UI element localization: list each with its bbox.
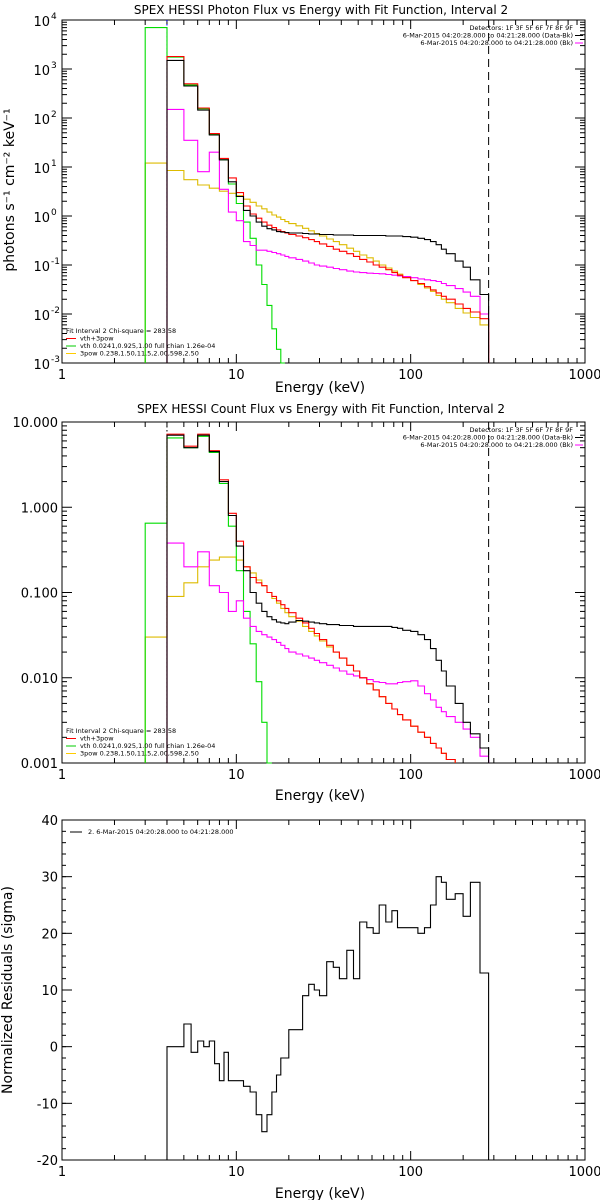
plot-frame: [61, 819, 586, 1161]
x-tick-label: 1000: [568, 1165, 600, 1180]
chart-title: SPEX HESSI Count Flux vs Energy with Fit…: [137, 402, 505, 416]
y-tick-label: 10: [33, 15, 50, 30]
legend-entry: vth+3pow: [80, 335, 114, 343]
series-line: [144, 27, 285, 364]
series-line: [166, 59, 490, 363]
legend-entry: 6-Mar-2015 04:20:28.000 to 04:21:28.000 …: [420, 441, 573, 449]
legend-entry: 3pow 0.238,1.50,11.5,2.00,598,2.50: [80, 750, 199, 758]
x-axis-label: Energy (keV): [275, 788, 365, 804]
legend-entry: Detectors: 1F 3F 5F 6F 7F 8F 9F: [470, 24, 574, 32]
x-tick-label: 100: [398, 768, 423, 783]
y-tick-label: 1.000: [21, 501, 58, 516]
x-tick-label: 1: [58, 368, 66, 383]
chart-title: SPEX HESSI Photon Flux vs Energy with Fi…: [134, 3, 508, 17]
y-tick-label: 10: [33, 113, 50, 128]
photon-flux-chart: SPEX HESSI Photon Flux vs Energy with Fi…: [2, 3, 600, 396]
series-line: [144, 435, 272, 764]
y-tick-label: 10: [33, 309, 50, 324]
x-tick-label: 10: [228, 1165, 245, 1180]
legend-entry: 3pow 0.238,1.50,11.5,2.00,598,2.50: [80, 350, 199, 358]
series-line: [144, 556, 456, 763]
x-axis-label: Energy (keV): [275, 380, 365, 396]
legend-entry: 6-Mar-2015 04:20:28.000 to 04:21:28.000 …: [420, 39, 573, 47]
y-tick-label: 10: [33, 162, 50, 177]
legend-entry: 6-Mar-2015 04:20:28.000 to 04:21:28.000 …: [403, 434, 573, 442]
legend-entry: Detectors: 1F 3F 5F 6F 7F 8F 9F: [470, 426, 574, 434]
y-axis-label: Normalized Residuals (sigma): [0, 886, 16, 1094]
y-tick-exponent: 3: [51, 61, 57, 71]
y-tick-label: 10.000: [13, 416, 59, 431]
y-tick-exponent: 0: [51, 208, 57, 218]
y-tick-label: -10: [37, 1097, 58, 1112]
y-tick-exponent: 2: [51, 110, 57, 120]
plot-frame: [61, 19, 586, 364]
series-line: [166, 55, 490, 363]
series-line: [144, 162, 490, 363]
x-tick-label: 1000: [568, 368, 600, 383]
y-tick-label: 10: [33, 211, 50, 226]
series-line: [166, 542, 490, 763]
x-tick-label: 100: [398, 1165, 423, 1180]
y-tick-exponent: -3: [51, 355, 60, 365]
x-tick-label: 1: [58, 1165, 66, 1180]
series-line: [166, 433, 456, 763]
x-tick-label: 100: [398, 368, 423, 383]
legend-entry: vth 0.0241,0.925,1.00 full chian 1.26e-0…: [80, 342, 215, 350]
count-flux-chart: SPEX HESSI Count Flux vs Energy with Fit…: [13, 402, 600, 804]
y-tick-exponent: -1: [51, 257, 60, 267]
x-tick-label: 1000: [568, 768, 600, 783]
y-tick-label: 10: [33, 358, 50, 373]
y-tick-label: 0.010: [21, 672, 58, 687]
series-line: [166, 876, 490, 1160]
y-tick-exponent: 1: [51, 159, 57, 169]
x-axis-label: Energy (keV): [275, 1186, 365, 1200]
y-tick-label: 10: [33, 64, 50, 79]
y-axis-label: photons s⁻¹ cm⁻² keV⁻¹: [2, 108, 18, 271]
legend-entry: 6-Mar-2015 04:20:28.000 to 04:21:28.000 …: [403, 32, 573, 40]
legend-entry: Fit Interval 2 Chi-square = 283.58: [66, 327, 176, 335]
series-line: [166, 108, 490, 363]
series-line: [166, 434, 490, 763]
y-tick-label: 40: [41, 814, 58, 829]
y-tick-exponent: -2: [51, 306, 60, 316]
y-tick-label: 10: [41, 984, 58, 999]
legend-entry: Fit Interval 2 Chi-square = 283.58: [66, 727, 176, 735]
x-tick-label: 10: [228, 768, 245, 783]
x-tick-label: 10: [228, 368, 245, 383]
plot-frame: [61, 421, 586, 764]
residuals-chart: Energy (keV) Normalized Residuals (sigma…: [0, 814, 600, 1200]
y-tick-label: 30: [41, 871, 58, 886]
y-tick-label: 20: [41, 927, 58, 942]
y-tick-label: 10: [33, 260, 50, 275]
y-tick-label: 0: [50, 1041, 58, 1056]
y-tick-exponent: 4: [51, 12, 57, 22]
legend-entry: vth+3pow: [80, 735, 114, 743]
y-tick-label: 0.100: [21, 587, 58, 602]
y-tick-label: -20: [37, 1154, 58, 1169]
x-tick-label: 1: [58, 768, 66, 783]
legend-entry: 2. 6-Mar-2015 04:20:28.000 to 04:21:28.0…: [88, 828, 234, 836]
legend-entry: vth 0.0241,0.925,1.00 full chian 1.26e-0…: [80, 742, 215, 750]
y-tick-label: 0.001: [21, 757, 58, 772]
